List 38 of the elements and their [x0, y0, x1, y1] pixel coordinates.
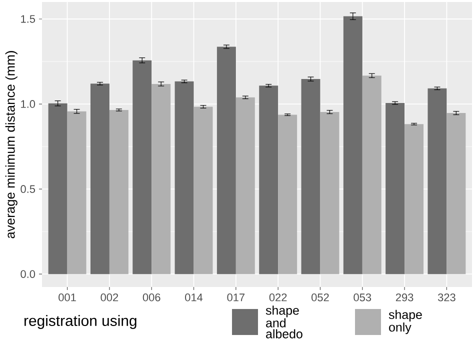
bar — [90, 84, 110, 274]
x-tick-label: 017 — [227, 294, 245, 302]
legend-label: shape and albedo — [266, 306, 302, 338]
y-tick-label: 1.0 — [21, 100, 36, 108]
x-tick-label: 001 — [58, 294, 76, 302]
bar — [48, 103, 68, 274]
bar — [404, 124, 424, 274]
x-tick-label: 002 — [100, 294, 118, 302]
bar — [109, 110, 128, 274]
bar — [446, 113, 466, 274]
x-tick-label: 006 — [142, 294, 160, 302]
bar — [67, 111, 86, 274]
x-tick-label: 293 — [396, 294, 414, 302]
x-tick-label: 053 — [354, 294, 372, 302]
bar — [343, 16, 362, 274]
x-tick-label: 323 — [438, 294, 456, 302]
x-tick-label: 022 — [269, 294, 287, 302]
bar — [278, 114, 298, 274]
bar — [152, 84, 171, 274]
bar — [132, 60, 152, 274]
bar — [216, 46, 236, 274]
bar — [301, 79, 320, 274]
y-tick-label: 0.5 — [20, 185, 36, 193]
x-tick-label: 014 — [185, 294, 203, 302]
legend-title: registration using — [24, 315, 136, 329]
bar — [174, 81, 194, 274]
y-axis-title: average minimum distance (mm) — [5, 51, 18, 238]
bar — [362, 76, 382, 274]
bar — [386, 103, 405, 274]
y-tick-label: 1.5 — [21, 15, 36, 23]
bar — [259, 86, 278, 274]
bar — [236, 97, 255, 274]
x-tick-label: 052 — [312, 294, 329, 302]
bar — [194, 106, 213, 274]
y-tick-label: 0.0 — [20, 270, 36, 278]
bar — [320, 112, 340, 274]
legend-label: shape only — [388, 310, 422, 334]
bar — [428, 88, 447, 274]
